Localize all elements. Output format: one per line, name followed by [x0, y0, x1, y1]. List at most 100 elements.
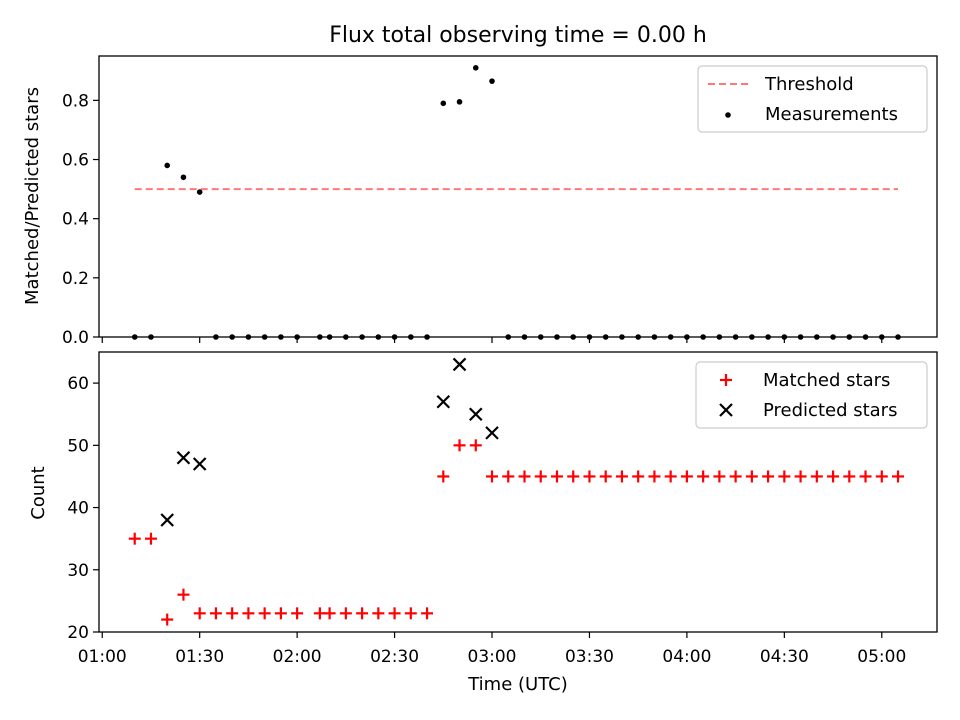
matched-star-point: [550, 470, 563, 483]
top-y-tick-label: 0.2: [62, 269, 89, 289]
matched-star-point: [632, 470, 645, 483]
bottom-y-ticks: 20 30 40 50 60: [67, 374, 99, 643]
legend-matched-label: Matched stars: [763, 370, 890, 391]
predicted-star-point: [468, 407, 483, 422]
predicted-star-point: [452, 357, 467, 372]
top-y-axis-label: Matched/Predicted stars: [22, 87, 43, 305]
bottom-y-axis-label: Count: [28, 466, 49, 519]
measurement-point: [164, 162, 171, 169]
bottom-y-tick-label: 60: [67, 374, 89, 394]
matched-star-point: [437, 470, 450, 483]
bottom-y-tick-label: 40: [67, 499, 89, 519]
matched-star-point: [323, 607, 336, 620]
predicted-star-point: [436, 394, 451, 409]
measurement-point: [472, 65, 479, 71]
x-tick-label: 03:30: [565, 647, 614, 667]
top-y-tick-label: 0.4: [62, 210, 89, 230]
top-y-tick-label: 0.6: [62, 151, 89, 171]
matched-star-point: [469, 439, 482, 452]
x-tick-label: 02:30: [370, 647, 419, 667]
matched-star-point: [713, 470, 726, 483]
bottom-chart-panel: Count Time (UTC) 20 30 40 50 60 01:00 01:30 02…: [28, 351, 938, 695]
matched-star-point: [388, 607, 401, 620]
matched-star-point: [875, 470, 888, 483]
matched-star-point: [144, 532, 157, 545]
matched-star-point: [453, 439, 466, 452]
legend-matched-swatch: [720, 374, 732, 386]
matched-star-point: [486, 470, 499, 483]
matched-star-point: [810, 470, 823, 483]
matched-star-point: [291, 607, 304, 620]
matched-star-point: [404, 607, 417, 620]
matched-star-point: [421, 607, 434, 620]
bottom-axes-frame: [98, 351, 938, 633]
x-tick-label: 03:00: [468, 647, 517, 667]
matched-star-point: [697, 470, 710, 483]
matched-star-point: [534, 470, 547, 483]
matched-star-point: [193, 607, 206, 620]
bottom-legend-box: [695, 361, 928, 429]
x-tick-label: 01:30: [175, 647, 224, 667]
matched-star-point: [226, 607, 239, 620]
legend-measurements-label: Measurements: [765, 104, 898, 125]
top-y-tick-label: 0.0: [62, 328, 89, 348]
matched-star-point: [372, 607, 385, 620]
matched-star-point: [745, 470, 758, 483]
top-y-ticks: 0.0 0.2 0.4 0.6 0.8: [62, 91, 99, 348]
matched-star-point: [209, 607, 222, 620]
measurement-point: [180, 174, 187, 181]
matched-star-point: [567, 470, 580, 483]
measurement-point: [196, 189, 203, 195]
x-tick-label: 01:00: [78, 647, 127, 667]
x-axis-label: Time (UTC): [467, 674, 568, 695]
predicted-star-point: [192, 457, 207, 471]
matched-star-point: [664, 470, 677, 483]
matched-star-point: [274, 607, 287, 620]
matched-star-point: [242, 607, 255, 620]
legend-predicted-label: Predicted stars: [763, 400, 897, 421]
matched-star-point: [680, 470, 693, 483]
bottom-legend: Matched stars Predicted stars: [695, 361, 928, 429]
matched-star-point: [778, 470, 791, 483]
matched-star-point: [356, 607, 369, 620]
matched-star-point: [583, 470, 596, 483]
bottom-x-ticks: 01:00 01:30 02:00 02:30 03:00 03:30 04:00 04:30…: [78, 632, 906, 667]
matched-star-point: [648, 470, 661, 483]
x-tick-label: 04:00: [662, 647, 711, 667]
predicted-star-point: [160, 513, 174, 527]
matched-star-point: [859, 470, 872, 483]
matched-star-point: [128, 532, 141, 545]
measurement-point: [440, 100, 447, 107]
matched-star-point: [892, 470, 905, 483]
matched-star-point: [161, 613, 174, 626]
measurement-point: [456, 99, 463, 105]
matched-star-point: [518, 470, 531, 483]
legend-predicted-swatch: [719, 403, 733, 417]
bottom-y-tick-label: 20: [67, 623, 89, 643]
bottom-y-tick-label: 50: [67, 436, 89, 456]
matched-star-point: [762, 470, 775, 483]
matched-star-point: [502, 470, 515, 483]
matched-star-point: [827, 470, 840, 483]
top-axes-frame: [98, 55, 938, 338]
matched-star-point: [599, 470, 612, 483]
matched-star-point: [843, 470, 856, 483]
matched-star-point: [615, 470, 628, 483]
top-y-tick-label: 0.8: [62, 91, 89, 111]
matched-star-point: [339, 607, 352, 620]
matched-star-point: [729, 470, 742, 483]
predicted-star-point: [176, 450, 191, 465]
matched-star-point: [258, 607, 271, 620]
measurement-point: [489, 78, 495, 84]
legend-measurements-swatch: [725, 112, 731, 118]
x-tick-label: 02:00: [273, 647, 322, 667]
matched-star-point: [177, 588, 190, 601]
matched-star-point: [794, 470, 807, 483]
legend-threshold-label: Threshold: [764, 74, 854, 95]
top-legend-box: [697, 65, 928, 133]
chart-title: Flux total observing time = 0.00 h: [329, 23, 707, 48]
bottom-plot-marks: [128, 357, 905, 626]
x-tick-label: 05:00: [857, 647, 906, 667]
top-legend: Threshold Measurements: [697, 65, 928, 133]
